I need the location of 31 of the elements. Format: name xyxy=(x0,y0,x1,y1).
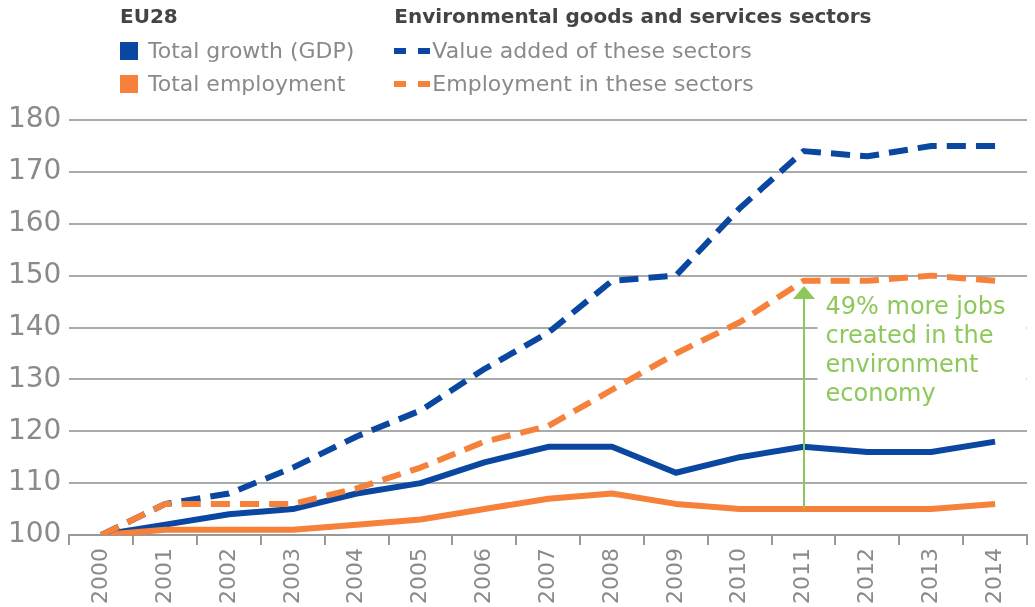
x-tick-label: 2009 xyxy=(661,548,687,605)
x-tick-label: 2014 xyxy=(980,548,1006,605)
x-tick-label: 2008 xyxy=(597,548,623,605)
legend-label: Value added of these sectors xyxy=(432,38,752,63)
y-tick-label: 140 xyxy=(7,308,62,342)
y-tick-label: 130 xyxy=(7,360,62,394)
legend-title: EU28 xyxy=(120,4,179,30)
x-tick-label: 2005 xyxy=(406,548,432,605)
x-tick-label: 2003 xyxy=(278,548,304,605)
annotation: 49% more jobs created in the environment economy xyxy=(825,292,1006,408)
y-tick-label: 160 xyxy=(7,205,62,239)
legend-label: Total employment xyxy=(148,71,346,96)
legend-label: Total growth (GDP) xyxy=(148,38,355,63)
x-tick-label: 2011 xyxy=(789,548,815,605)
y-tick-label: 120 xyxy=(7,412,62,446)
x-tick-label: 2001 xyxy=(150,548,176,605)
x-tick-label: 2004 xyxy=(342,548,368,605)
x-tick-label: 2000 xyxy=(87,548,113,605)
y-tick-label: 110 xyxy=(7,464,62,498)
x-tick-label: 2010 xyxy=(725,548,751,605)
y-tick-label: 150 xyxy=(7,256,62,290)
legend-label: Employment in these sectors xyxy=(432,71,754,96)
text: Environmental goods and services sectors xyxy=(394,4,872,30)
y-tick-label: 100 xyxy=(7,516,62,550)
x-tick-label: 2012 xyxy=(853,548,879,605)
x-tick-label: 2002 xyxy=(214,548,240,605)
x-tick-label: 2013 xyxy=(916,548,942,605)
x-tick-label: 2007 xyxy=(533,548,559,605)
y-tick-label: 180 xyxy=(7,101,62,135)
x-tick-label: 2006 xyxy=(470,548,496,605)
y-tick-label: 170 xyxy=(7,153,62,187)
